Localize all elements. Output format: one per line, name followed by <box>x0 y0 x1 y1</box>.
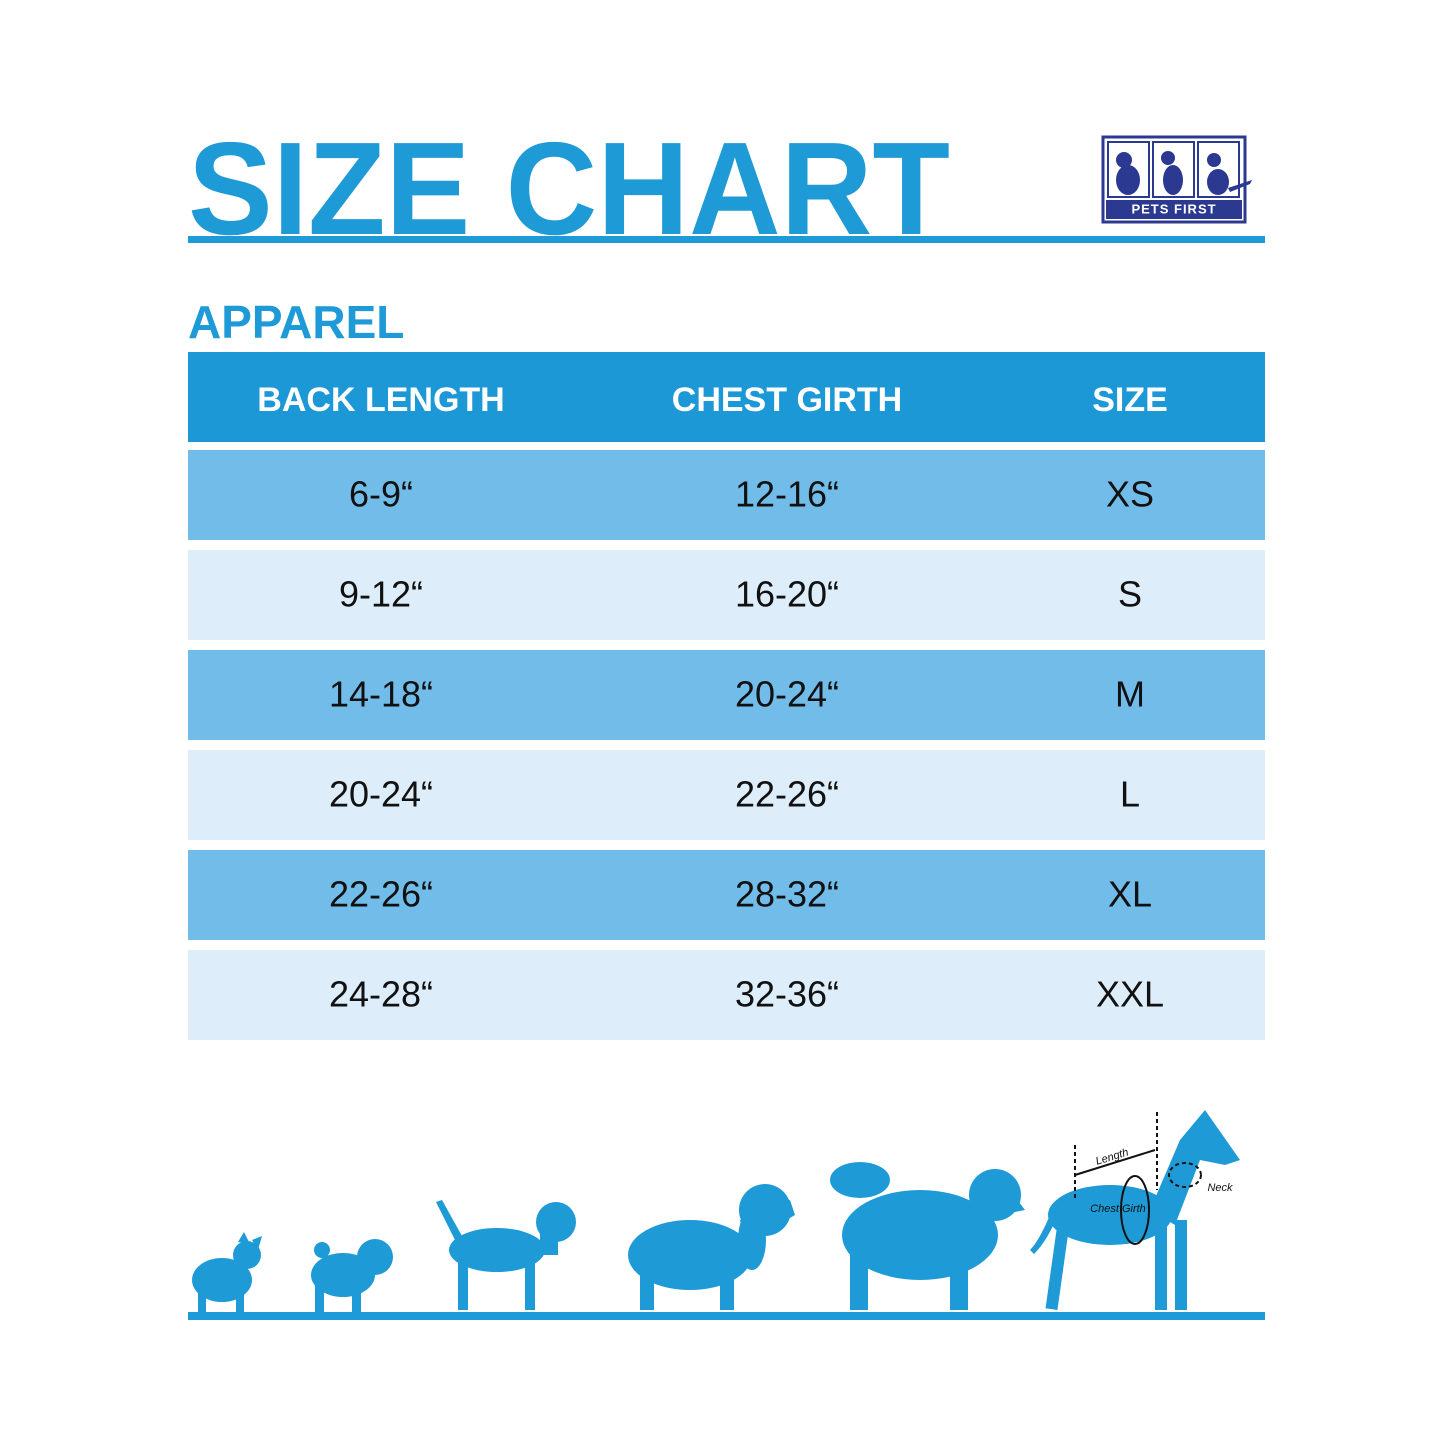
column-header: CHEST GIRTH <box>672 381 902 419</box>
table-cell: 22-26“ <box>329 874 433 915</box>
logo-text: PETS FIRST <box>1131 201 1216 216</box>
header-row <box>188 352 1265 442</box>
table-row <box>188 650 1265 740</box>
table-cell: 28-32“ <box>735 874 839 915</box>
table-cell: XXL <box>1096 974 1164 1015</box>
table-cell: XS <box>1106 474 1154 515</box>
table-cell: 9-12“ <box>339 574 423 615</box>
table-row <box>188 950 1265 1040</box>
table-row <box>188 550 1265 640</box>
logo: PETS FIRST <box>1101 135 1252 224</box>
table-cell: 22-26“ <box>735 774 839 815</box>
table-cell: 24-28“ <box>329 974 433 1015</box>
diagram-label: Neck <box>1207 1182 1233 1194</box>
table-cell: 14-18“ <box>329 674 433 715</box>
table: BACK LENGTH CHEST GIRTH SIZE 6-9“ 12-16“ XS 9-… <box>188 352 1265 1040</box>
table-cell: 20-24“ <box>329 774 433 815</box>
section-title: APPAREL <box>188 296 404 348</box>
table-cell: 16-20“ <box>735 574 839 615</box>
table-cell: 12-16“ <box>735 474 839 515</box>
column-header: BACK LENGTH <box>257 381 504 419</box>
table-row <box>188 750 1265 840</box>
table-row <box>188 450 1265 540</box>
table-cell: 6-9“ <box>349 474 413 515</box>
table-cell: 20-24“ <box>735 674 839 715</box>
dog-illustration: Length Neck Chest Girth <box>188 1110 1265 1320</box>
title-underline <box>188 236 1265 243</box>
table-cell: XL <box>1108 874 1152 915</box>
ground-line <box>188 1312 1265 1320</box>
diagram-label: Chest Girth <box>1090 1203 1146 1215</box>
column-header: SIZE <box>1092 381 1168 419</box>
table-cell: 32-36“ <box>735 974 839 1015</box>
table-cell: M <box>1115 674 1145 715</box>
table-cell: L <box>1120 774 1140 815</box>
table-cell: S <box>1118 574 1142 615</box>
table-row <box>188 850 1265 940</box>
